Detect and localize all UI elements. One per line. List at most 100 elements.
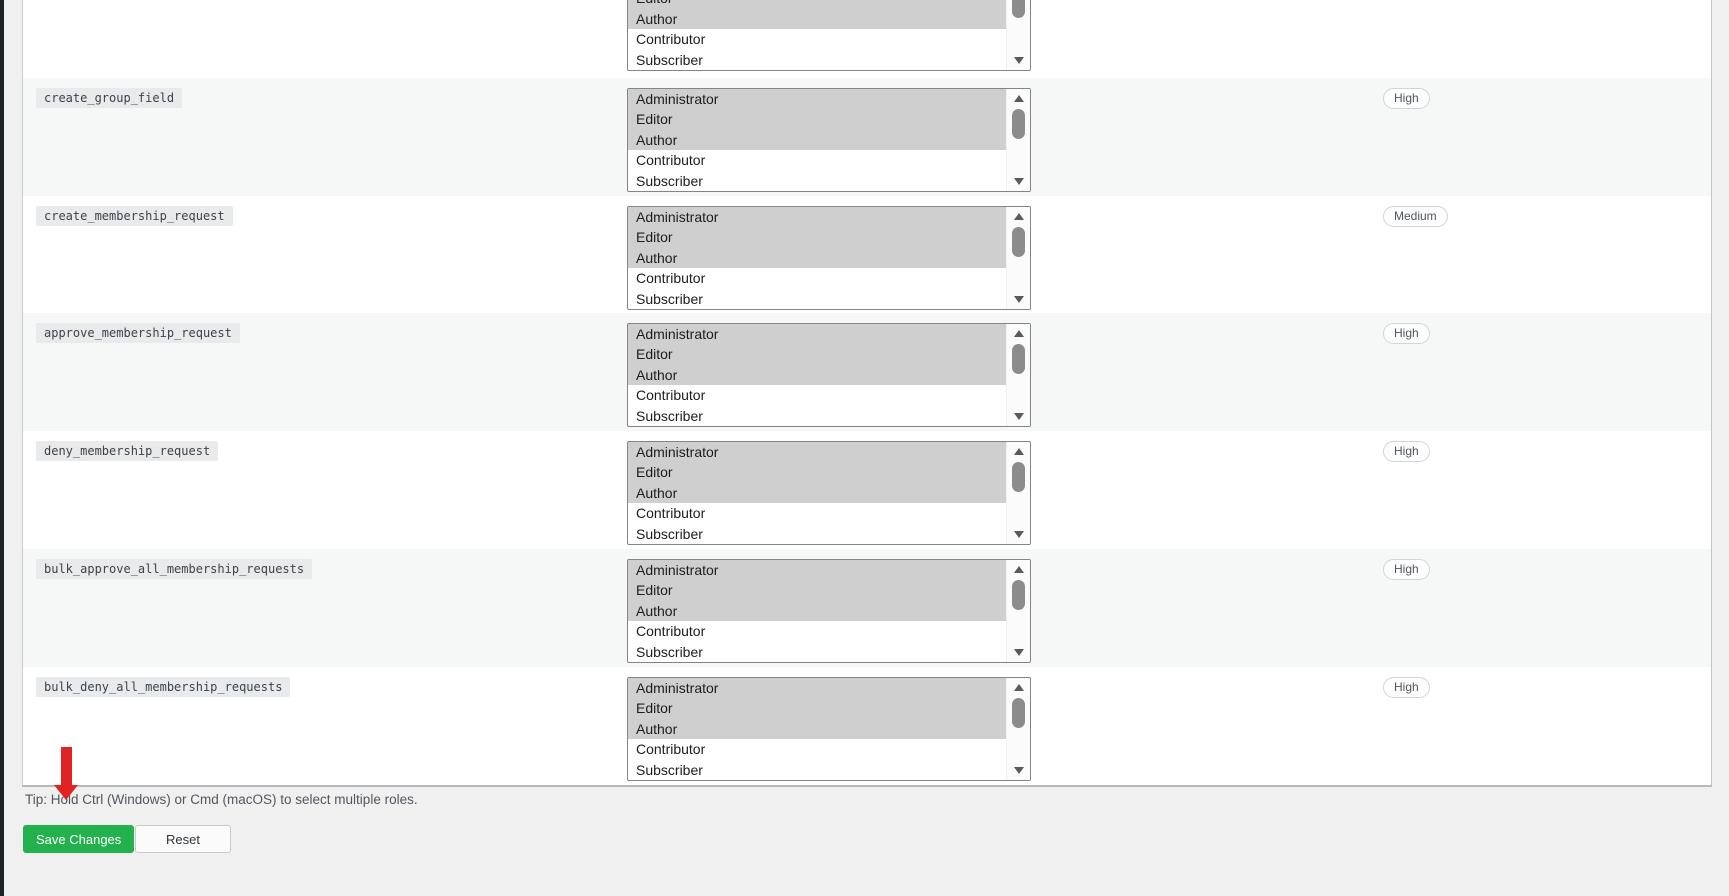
scroll-down-button[interactable] [1007, 525, 1030, 543]
capability-name: create_membership_request [36, 206, 233, 226]
admin-menu-edge [0, 0, 4, 896]
role-option[interactable]: Contributor [636, 31, 706, 48]
role-option[interactable]: Contributor [636, 387, 706, 404]
capability-name: create_group_field [36, 88, 183, 108]
save-changes-button[interactable]: Save Changes [23, 825, 135, 853]
scrollbar-thumb[interactable] [1012, 344, 1025, 374]
role-option[interactable]: Editor [628, 580, 1006, 601]
role-option[interactable]: Administrator [628, 442, 1006, 463]
listbox-scrollbar[interactable] [1006, 324, 1030, 426]
scroll-down-button[interactable] [1007, 761, 1030, 779]
capability-name: deny_membership_request [36, 441, 219, 461]
scroll-down-button[interactable] [1007, 643, 1030, 661]
priority-badge: High [1383, 677, 1430, 698]
role-option[interactable]: Administrator [628, 678, 1006, 699]
scroll-down-button[interactable] [1007, 51, 1030, 69]
scroll-down-button[interactable] [1007, 290, 1030, 308]
roles-listbox[interactable]: AdministratorEditorAuthorContributorSubs… [627, 0, 1031, 71]
role-option[interactable]: Editor [628, 227, 1006, 248]
role-option[interactable]: Subscriber [636, 51, 703, 68]
role-option[interactable]: Editor [628, 462, 1006, 483]
priority-badge: High [1383, 559, 1430, 580]
listbox-scrollbar[interactable] [1006, 0, 1030, 70]
scroll-up-button[interactable] [1007, 678, 1030, 696]
role-option[interactable]: Subscriber [636, 290, 703, 307]
scroll-up-button[interactable] [1007, 207, 1030, 225]
role-option[interactable]: Author [628, 600, 1006, 622]
role-option[interactable]: Editor [628, 0, 1006, 9]
triangle-down-icon [1013, 530, 1024, 538]
scroll-down-button[interactable] [1007, 172, 1030, 190]
scroll-up-button[interactable] [1007, 89, 1030, 107]
capability-row: bulk_deny_all_membership_requests Admini… [23, 667, 1711, 785]
scrollbar-thumb[interactable] [1012, 698, 1025, 728]
scroll-down-button[interactable] [1007, 407, 1030, 425]
scrollbar-thumb[interactable] [1012, 462, 1025, 492]
triangle-down-icon [1013, 56, 1024, 64]
listbox-scrollbar[interactable] [1006, 560, 1030, 662]
role-option[interactable]: Contributor [636, 623, 706, 640]
scrollbar-thumb[interactable] [1012, 227, 1025, 257]
role-option[interactable]: Author [628, 129, 1006, 151]
listbox-scrollbar[interactable] [1006, 678, 1030, 780]
triangle-up-icon [1013, 447, 1024, 455]
scrollbar-thumb[interactable] [1012, 109, 1025, 139]
scroll-up-button[interactable] [1007, 324, 1030, 342]
role-option[interactable]: Contributor [636, 270, 706, 287]
role-option[interactable]: Administrator [628, 89, 1006, 110]
triangle-up-icon [1013, 565, 1024, 573]
priority-badge: High [1383, 323, 1430, 344]
role-option[interactable]: Subscriber [636, 761, 703, 778]
role-option[interactable]: Contributor [636, 505, 706, 522]
role-option[interactable]: Administrator [628, 324, 1006, 345]
role-option[interactable]: Author [628, 8, 1006, 30]
role-option[interactable]: Editor [628, 344, 1006, 365]
role-option[interactable]: Administrator [628, 207, 1006, 228]
listbox-scrollbar[interactable] [1006, 89, 1030, 191]
role-option[interactable]: Contributor [636, 152, 706, 169]
triangle-down-icon [1013, 648, 1024, 656]
capability-row: create_membership_request Administrator E… [23, 196, 1711, 313]
triangle-up-icon [1013, 212, 1024, 220]
role-option[interactable]: Contributor [636, 741, 706, 758]
triangle-down-icon [1013, 177, 1024, 185]
capability-row: bulk_approve_all_membership_requests Adm… [23, 549, 1711, 667]
role-option[interactable]: Administrator [628, 560, 1006, 581]
role-option[interactable]: Author [628, 718, 1006, 740]
capability-name: approve_membership_request [36, 323, 240, 343]
red-down-arrow-head [54, 785, 78, 800]
capability-row: deny_membership_request Administrator Edi… [23, 431, 1711, 549]
capability-settings-table: AdministratorEditorAuthorContributorSubs… [22, 0, 1712, 787]
scroll-up-button[interactable] [1007, 442, 1030, 460]
scrollbar-thumb[interactable] [1012, 0, 1025, 18]
role-option[interactable]: Editor [628, 109, 1006, 130]
scrollbar-thumb[interactable] [1012, 580, 1025, 610]
capability-row-partial: AdministratorEditorAuthorContributorSubs… [23, 0, 1711, 78]
role-option[interactable]: Subscriber [636, 172, 703, 189]
role-option[interactable]: Editor [628, 698, 1006, 719]
role-option[interactable]: Subscriber [636, 643, 703, 660]
role-option[interactable]: Subscriber [636, 407, 703, 424]
listbox-scrollbar[interactable] [1006, 207, 1030, 309]
listbox-scrollbar[interactable] [1006, 442, 1030, 544]
role-option[interactable]: Author [628, 482, 1006, 504]
capability-name: bulk_deny_all_membership_requests [36, 677, 291, 697]
role-option[interactable]: Subscriber [636, 525, 703, 542]
reset-button[interactable]: Reset [135, 825, 231, 853]
role-option[interactable]: Author [628, 364, 1006, 386]
role-option[interactable]: Author [628, 247, 1006, 269]
triangle-up-icon [1013, 683, 1024, 691]
roles-options: AdministratorEditorAuthorContributorSubs… [628, 0, 1006, 70]
scroll-up-button[interactable] [1007, 560, 1030, 578]
